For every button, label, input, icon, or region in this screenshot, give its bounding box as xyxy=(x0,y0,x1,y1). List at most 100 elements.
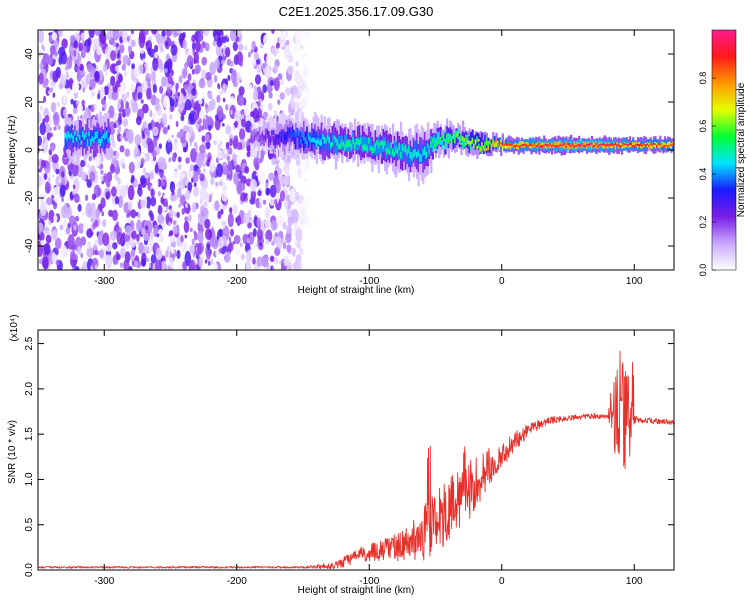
spectrogram-band-cell xyxy=(668,144,671,147)
spectrogram-band-cell xyxy=(374,143,377,151)
spectrogram-band-cell xyxy=(571,143,574,149)
spectrogram-speckle xyxy=(77,223,85,234)
spectrogram-speckle xyxy=(166,58,173,69)
spectrogram-speckle xyxy=(141,133,145,140)
spectrogram-speckle xyxy=(239,128,246,141)
spectrogram-speckle xyxy=(192,186,200,198)
spectrogram-band-cell xyxy=(67,131,70,138)
spectrogram-speckle xyxy=(269,255,275,263)
spectrogram-speckle xyxy=(207,116,213,126)
spectrogram-speckle xyxy=(112,86,118,93)
spectrogram-speckle xyxy=(101,180,105,185)
spectrogram-band-cell xyxy=(481,132,484,148)
spectrogram-speckle xyxy=(110,134,115,143)
spectrogram-speckle xyxy=(130,30,134,35)
spectrogram-speckle xyxy=(70,250,76,260)
spectrogram-speckle xyxy=(227,74,231,81)
spectrogram-band-cell xyxy=(266,130,269,136)
spectrogram-speckle xyxy=(279,190,286,202)
spectrogram-speckle xyxy=(237,43,244,51)
spectrogram-band-cell xyxy=(555,142,558,148)
spectrogram-speckle xyxy=(248,139,251,143)
spectrogram-band-cell xyxy=(304,137,307,144)
spectrogram-band-cell xyxy=(291,133,295,138)
spectrogram-speckle xyxy=(112,30,120,41)
spectrogram-band-cell xyxy=(533,143,536,148)
spectrogram-speckle xyxy=(77,203,82,212)
spectrogram-band-cell xyxy=(256,131,260,136)
spectrogram-speckle xyxy=(270,80,274,86)
spectrogram-speckle xyxy=(131,63,136,70)
spectrogram-speckle xyxy=(78,42,84,52)
spectrogram-band-cell xyxy=(269,137,272,144)
spectrogram-speckle xyxy=(270,219,278,231)
spectrogram-speckle xyxy=(58,179,61,184)
spectrogram-band-cell xyxy=(277,134,280,139)
spectrogram-speckle xyxy=(277,215,284,227)
snr-x-tick-label: -200 xyxy=(227,576,247,587)
spectrogram-band-cell xyxy=(263,120,266,146)
spectrogram-speckle xyxy=(294,31,302,47)
spectrogram-speckle xyxy=(190,148,198,163)
spectrogram-band-cell xyxy=(462,138,465,149)
spectrogram-speckle xyxy=(152,126,159,137)
spectrogram-speckle xyxy=(50,101,57,113)
spectrogram-band-cell xyxy=(668,141,671,148)
spectrogram-speckle xyxy=(304,178,308,183)
spectrogram-band-cell xyxy=(80,129,83,147)
spectrogram-speckle xyxy=(161,30,166,37)
spectrogram-band-cell xyxy=(465,143,468,146)
spectrogram-speckle xyxy=(63,108,67,117)
snr-y-tick-label: 2.5 xyxy=(24,336,35,350)
spectrogram-band-cell xyxy=(97,138,101,144)
spectrogram-speckle xyxy=(176,30,182,35)
spectrogram-speckle xyxy=(146,137,153,147)
spectrogram-speckle xyxy=(204,42,210,52)
spectrogram-speckle xyxy=(103,85,109,96)
spectrogram-speckle xyxy=(140,199,146,208)
spectrogram-band-cell xyxy=(524,143,527,146)
spectrogram-band-cell xyxy=(609,143,613,146)
spectrogram-speckle xyxy=(146,87,152,100)
spectrogram-speckle xyxy=(75,65,80,73)
spectrogram-speckle xyxy=(99,30,107,45)
spectrogram-band-cell xyxy=(671,143,674,146)
spectrogram-speckle xyxy=(162,221,166,228)
spectrogram-band-cell xyxy=(619,142,622,147)
spectrogram-band-cell xyxy=(622,142,625,149)
spectrogram-speckle xyxy=(274,247,281,257)
spectrogram-band-cell xyxy=(310,135,314,152)
spectrogram-speckle xyxy=(287,54,294,63)
spectrogram-band-cell xyxy=(339,135,342,147)
spectrogram-speckle xyxy=(82,87,85,93)
spectrogram-speckle xyxy=(303,67,310,78)
spectrogram-speckle xyxy=(62,31,66,39)
spectrogram-speckle xyxy=(157,214,165,224)
spectrogram-band-cell xyxy=(484,141,487,149)
spectrogram-speckle xyxy=(256,256,263,267)
spectrogram-band-cell xyxy=(568,143,571,150)
spectrogram-speckle xyxy=(165,206,169,213)
spectrogram-speckle xyxy=(149,109,153,118)
spectrogram-speckle xyxy=(53,111,60,127)
spectrogram-speckle xyxy=(299,247,304,256)
spectrogram-speckle xyxy=(232,152,236,159)
spectrogram-band-cell xyxy=(326,134,329,151)
spectrogram-speckle xyxy=(150,188,155,198)
spectrogram-band-cell xyxy=(350,143,353,151)
spectrogram-speckle xyxy=(199,110,204,117)
spectrogram-speckle xyxy=(279,92,284,99)
spectrogram-speckle xyxy=(246,151,251,158)
spectrogram-speckle xyxy=(117,195,124,208)
spectrogram-band-cell xyxy=(495,142,498,148)
spectrogram-band-cell xyxy=(608,143,611,147)
spectrogram-speckle xyxy=(157,190,161,197)
spectrogram-band-cell xyxy=(310,123,314,147)
spectrogram-speckle xyxy=(189,244,195,254)
spectrogram-band-cell xyxy=(428,148,431,154)
spectrogram-speckle xyxy=(156,233,160,238)
spectrogram-speckle xyxy=(163,95,170,110)
spectrogram-speckle xyxy=(38,135,42,146)
spectrogram-speckle xyxy=(229,30,237,42)
spectrogram-speckle xyxy=(274,198,278,205)
